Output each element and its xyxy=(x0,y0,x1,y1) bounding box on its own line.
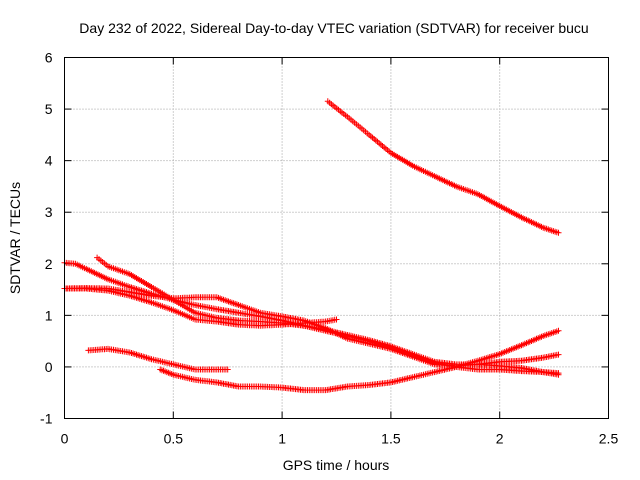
series-sat-a xyxy=(324,98,562,236)
x-tick-label: 2 xyxy=(496,431,504,447)
plot-frame xyxy=(64,57,609,419)
y-tick-label: -1 xyxy=(40,411,53,427)
x-tick-label: 2.5 xyxy=(599,431,619,447)
series-sat-f xyxy=(85,345,231,373)
chart-title: Day 232 of 2022, Sidereal Day-to-day VTE… xyxy=(79,20,588,36)
y-tick-label: 3 xyxy=(45,204,53,220)
data-points xyxy=(61,98,562,394)
point-markers xyxy=(324,98,562,236)
y-tick-label: 2 xyxy=(45,256,53,272)
y-tick-label: 6 xyxy=(45,50,53,66)
x-axis-label: GPS time / hours xyxy=(283,457,390,473)
series-sat-g xyxy=(157,327,562,394)
y-tick-label: 1 xyxy=(45,307,53,323)
point-markers xyxy=(157,327,562,394)
x-tick-label: 1 xyxy=(278,431,286,447)
x-tick-label: 0 xyxy=(61,431,69,447)
y-axis-label: SDTVAR / TECUs xyxy=(7,182,23,294)
point-markers xyxy=(85,345,231,373)
y-tick-label: 0 xyxy=(45,359,53,375)
y-tick-label: 4 xyxy=(45,153,53,169)
y-tick-label: 5 xyxy=(45,101,53,117)
grid-lines xyxy=(64,57,609,419)
x-tick-label: 0.5 xyxy=(164,431,184,447)
x-tick-label: 1.5 xyxy=(381,431,401,447)
